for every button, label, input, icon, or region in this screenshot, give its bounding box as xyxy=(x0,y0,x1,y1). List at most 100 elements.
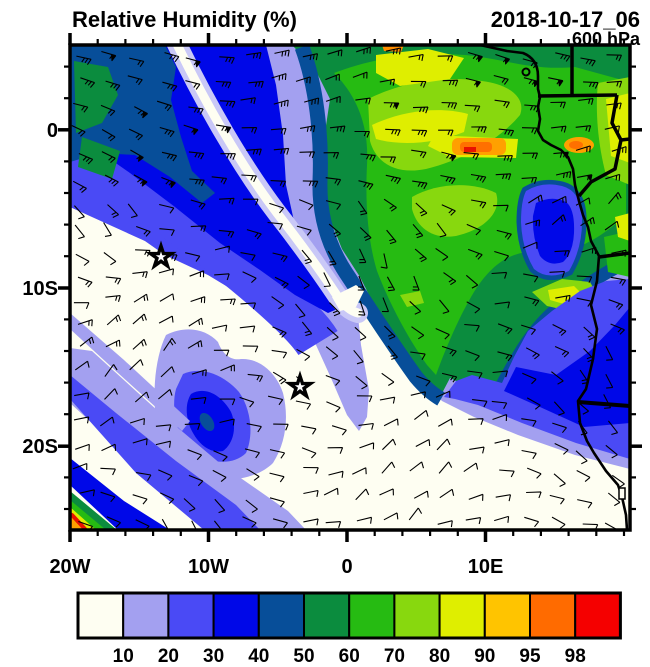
wind-barb xyxy=(435,247,449,261)
wind-barb xyxy=(220,298,236,306)
wind-barb xyxy=(159,126,175,138)
wind-barb xyxy=(554,250,570,258)
wind-barb xyxy=(385,128,401,137)
wind-barb xyxy=(387,345,398,360)
wind-barb xyxy=(528,194,543,204)
wind-barb xyxy=(440,174,456,185)
colorbar-label: 60 xyxy=(339,646,360,667)
wind-barb xyxy=(295,303,306,319)
wind-barb xyxy=(383,512,399,521)
wind-barb xyxy=(272,371,287,385)
wind-barb xyxy=(155,424,172,432)
wind-barb xyxy=(159,228,175,237)
wind-barb xyxy=(575,125,592,133)
y-tick-label: 0 xyxy=(47,120,58,142)
valid-datetime: 2018-10-17_06 xyxy=(491,7,640,32)
wind-barb xyxy=(578,98,594,105)
wind-barb xyxy=(295,400,312,410)
wind-barb xyxy=(465,274,479,289)
wind-barb xyxy=(437,520,453,528)
wind-barb xyxy=(271,73,287,81)
wind-barb xyxy=(239,396,255,408)
wind-barb xyxy=(134,106,148,119)
wind-barb xyxy=(359,442,375,450)
wind-barb xyxy=(158,469,173,481)
wind-barb xyxy=(605,444,618,459)
wind-barb xyxy=(438,418,453,427)
wind-barb xyxy=(269,497,285,508)
wind-barb xyxy=(551,214,567,226)
wind-barb xyxy=(498,128,515,137)
wind-barb xyxy=(470,173,487,183)
wind-barb xyxy=(355,97,371,105)
wind-barb xyxy=(242,516,257,528)
wind-barb xyxy=(411,326,425,340)
wind-barb xyxy=(160,366,175,378)
wind-barb xyxy=(301,249,313,265)
colorbar-label: 20 xyxy=(158,646,179,667)
wind-barb xyxy=(331,425,347,436)
wind-barb xyxy=(104,388,119,400)
wind-barb-pennant xyxy=(142,111,148,119)
wind-barb xyxy=(78,152,94,165)
colorbar: 10 20 30 40 50 60 70 80 90 95 98 xyxy=(76,591,622,667)
wind-barb xyxy=(245,499,258,513)
wind-barb xyxy=(550,101,566,109)
coastline xyxy=(479,45,629,530)
wind-barb xyxy=(491,271,508,279)
wind-barb xyxy=(185,80,201,90)
wind-barb xyxy=(383,418,399,427)
wind-barb xyxy=(129,57,145,68)
wind-barb xyxy=(359,227,372,242)
wind-barb xyxy=(325,374,341,386)
wind-barb xyxy=(301,447,317,459)
wind-barb xyxy=(409,461,425,472)
wind-barb xyxy=(443,272,457,286)
colorbar-label: 98 xyxy=(565,646,586,667)
wind-barb xyxy=(219,398,236,406)
wind-barb xyxy=(273,99,289,107)
wind-barb xyxy=(380,156,397,164)
colorbar-cell xyxy=(529,592,577,639)
wind-barb xyxy=(269,472,285,483)
wind-barb xyxy=(352,467,367,475)
wind-barb xyxy=(379,396,396,404)
wind-barb xyxy=(466,223,481,236)
wind-barb-pennant xyxy=(195,60,201,68)
wind-barb xyxy=(328,470,344,478)
wind-barb xyxy=(302,180,319,188)
wind-barb xyxy=(436,438,451,451)
wind-barb xyxy=(189,270,205,278)
wind-barb xyxy=(442,79,459,87)
wind-barb xyxy=(463,462,479,473)
wind-barb xyxy=(464,104,481,113)
wind-barb xyxy=(106,516,121,528)
colorbar-cell xyxy=(77,592,125,639)
wind-barb xyxy=(521,449,537,460)
wind-barb xyxy=(577,499,593,509)
wind-barb xyxy=(189,178,205,187)
star-marker xyxy=(145,240,177,271)
wind-barb xyxy=(244,448,260,459)
colorbar-label: 95 xyxy=(519,646,541,667)
southwest-bands xyxy=(70,313,306,530)
wind-barb xyxy=(248,80,264,88)
wind-barb xyxy=(441,151,457,162)
map-frame xyxy=(68,43,632,532)
wind-barb xyxy=(415,439,431,447)
wind-barb xyxy=(386,276,396,292)
x-tick-label: 10W xyxy=(188,556,229,578)
wind-barb xyxy=(129,359,144,371)
wind-barb xyxy=(241,174,257,183)
wind-barb xyxy=(212,469,227,483)
wind-barb xyxy=(134,391,150,403)
wind-barb xyxy=(441,372,458,383)
wind-barb xyxy=(101,443,117,452)
wind-barb xyxy=(525,347,540,360)
wind-barb xyxy=(73,205,85,220)
wind-barb xyxy=(272,326,287,338)
wind-barb xyxy=(553,473,566,487)
wind-barb xyxy=(76,55,92,66)
wind-barb xyxy=(466,301,481,314)
